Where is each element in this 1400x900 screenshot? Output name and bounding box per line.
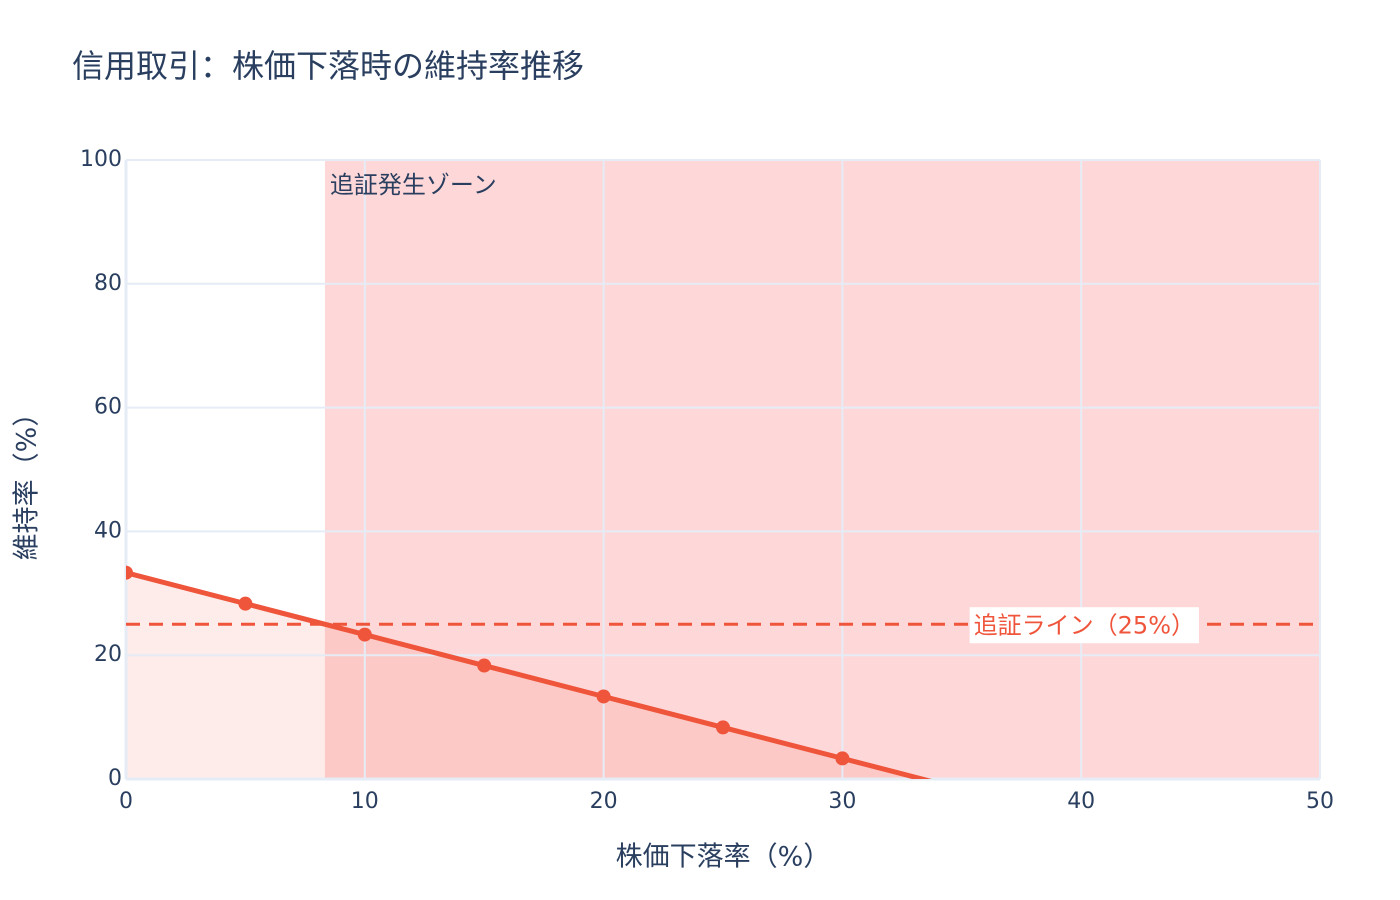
x-axis-title: 株価下落率（%） [616,842,831,873]
data-point [126,565,133,580]
threshold-label-bg [969,607,1199,644]
threshold-label: 追証ライン（25%） [974,611,1195,639]
y-tick-label: 100 [80,147,122,172]
x-tick-label: 0 [119,789,133,814]
x-tick-label: 10 [351,789,379,814]
data-line [126,570,932,779]
y-tick-label: 40 [94,518,122,543]
alert-zone [324,160,1320,779]
data-point [596,689,611,704]
chart-title: 信用取引：株価下落時の維持率推移 [72,47,584,85]
data-point [477,658,492,673]
y-tick-label: 20 [94,642,122,667]
zone-label: 追証発生ゾーン [330,171,497,199]
x-tick-label: 20 [590,789,618,814]
data-point [955,782,969,796]
data-point [835,751,850,766]
data-point [238,596,253,611]
y-axis-title: 維持率（%） [12,400,43,561]
x-tick-label: 40 [1067,789,1095,814]
x-tick-label: 50 [1306,789,1334,814]
y-tick-label: 80 [94,271,122,296]
data-point [716,720,730,735]
data-point [357,627,372,642]
area-fill [126,572,962,779]
y-tick-label: 60 [94,395,122,420]
y-tick-label: 0 [108,766,122,791]
x-tick-label: 30 [828,789,856,814]
